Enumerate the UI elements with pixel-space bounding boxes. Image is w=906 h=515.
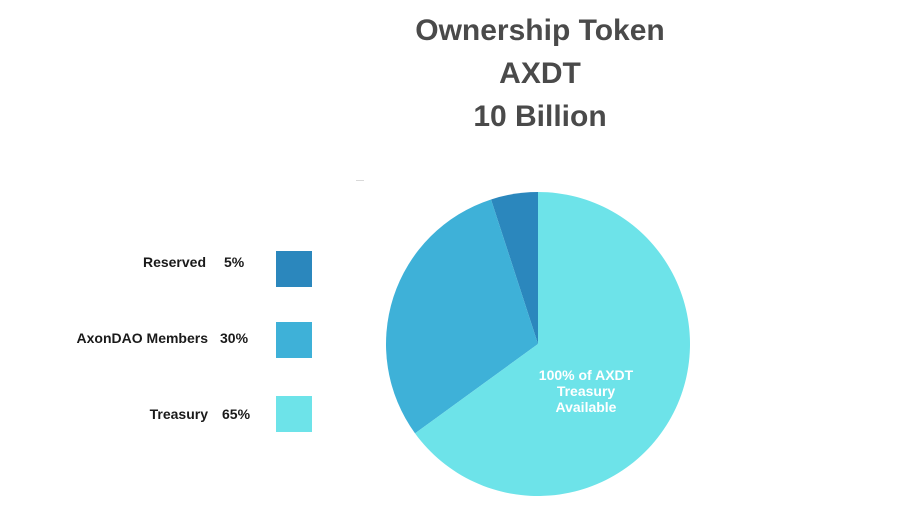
chart-title-line-3: 10 Billion [473, 100, 607, 133]
legend-pct-treasury: 65% [222, 406, 251, 422]
slice-annotation-line: Available [556, 399, 617, 415]
pie-slice-reserved [491, 192, 538, 344]
legend-swatch-treasury [276, 396, 312, 432]
legend-label-reserved: Reserved [142, 254, 206, 270]
legend-pct-reserved: 5% [224, 254, 245, 270]
slice-annotation-line: 100% of AXDT [539, 367, 634, 383]
legend-swatch-reserved [276, 251, 312, 287]
legend-pct-members: 30% [220, 330, 249, 346]
legend-label-treasury: Treasury [149, 406, 208, 422]
pie-slice-axondao-members [386, 199, 538, 434]
chart-title-line-2: AXDT [499, 57, 581, 90]
chart-title-line-1: Ownership Token [415, 14, 665, 47]
decorative-tick [356, 180, 364, 181]
pie-slice-treasury [415, 191, 690, 496]
legend-swatch-members [276, 322, 312, 358]
legend-label-members: AxonDAO Members [76, 330, 208, 346]
slice-annotation-line: Treasury [557, 383, 616, 399]
